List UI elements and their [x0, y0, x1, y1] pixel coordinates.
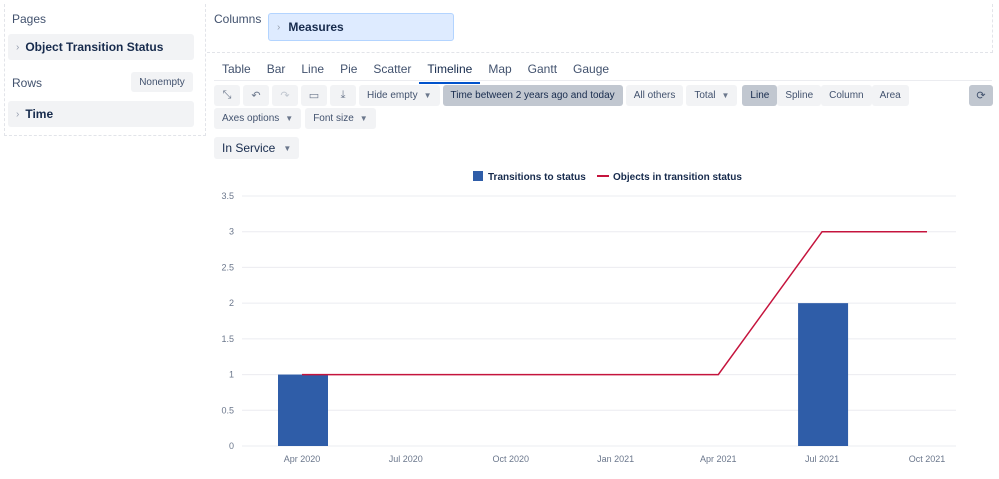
- x-tick-label: Oct 2021: [909, 454, 946, 464]
- y-tick-label: 0: [229, 441, 234, 451]
- axes-options-label: Axes options: [222, 113, 280, 124]
- timeline-chart: 0 0.5 1 1.5 2 2.5 3 3.5 Apr 2020 Jul 2020 Oct 2020…: [221, 171, 956, 464]
- y-tick-label: 3: [229, 227, 234, 237]
- x-tick-label: Oct 2020: [492, 454, 529, 464]
- x-tick-label: Apr 2020: [284, 454, 321, 464]
- y-tick-label: 2: [229, 298, 234, 308]
- comment-icon[interactable]: ▭: [301, 85, 327, 106]
- chevron-right-icon: ›: [16, 41, 20, 53]
- nonempty-button[interactable]: Nonempty: [131, 72, 193, 92]
- series-line: [302, 230, 927, 376]
- refresh-icon[interactable]: ⟳: [969, 85, 993, 106]
- legend-label: Transitions to status: [488, 172, 586, 183]
- chart-type-tabs: Table Bar Line Pie Scatter Timeline Map …: [214, 62, 617, 84]
- legend-label: Objects in transition status: [613, 172, 742, 183]
- rows-dimension-time[interactable]: › Time: [8, 101, 194, 127]
- y-tick-label: 1.5: [221, 334, 234, 344]
- tab-gauge[interactable]: Gauge: [573, 62, 610, 76]
- column-mode-button[interactable]: Column: [821, 85, 872, 106]
- chevron-right-icon: ›: [16, 108, 20, 120]
- bar: [278, 374, 328, 446]
- y-tick-label: 3.5: [221, 191, 234, 201]
- y-tick-label: 1: [229, 370, 234, 380]
- download-icon[interactable]: ⤓: [330, 85, 356, 106]
- bar: [798, 303, 849, 446]
- columns-dimension-measures[interactable]: › Measures: [268, 13, 454, 41]
- tab-timeline[interactable]: Timeline: [419, 62, 481, 84]
- tab-gantt[interactable]: Gantt: [527, 62, 558, 76]
- pages-section-title: Pages: [12, 12, 47, 26]
- time-filter-button[interactable]: Time between 2 years ago and today: [442, 85, 623, 106]
- tabs-divider: [214, 80, 992, 81]
- columns-section-title: Columns: [214, 12, 262, 26]
- chevron-right-icon: ›: [277, 21, 281, 33]
- status-filter-value: In Service: [222, 141, 276, 155]
- y-tick-label: 2.5: [221, 262, 234, 272]
- total-dropdown[interactable]: Total ▼: [686, 85, 738, 106]
- total-label: Total: [694, 90, 716, 101]
- columns-dimension-label: Measures: [288, 20, 344, 34]
- chevron-down-icon: ▼: [285, 114, 294, 123]
- chevron-down-icon: ▼: [721, 91, 730, 100]
- x-tick-label: Jan 2021: [597, 454, 634, 464]
- tab-pie[interactable]: Pie: [340, 62, 358, 76]
- chevron-down-icon: ▼: [423, 91, 432, 100]
- tab-line[interactable]: Line: [301, 62, 325, 76]
- hide-empty-label: Hide empty: [367, 90, 418, 101]
- legend-swatch-bar: [473, 171, 483, 181]
- x-tick-label: Jul 2020: [389, 454, 423, 464]
- chevron-down-icon: ▼: [283, 143, 292, 153]
- y-tick-label: 0.5: [221, 405, 234, 415]
- font-size-label: Font size: [313, 113, 354, 124]
- area-mode-button[interactable]: Area: [871, 85, 909, 106]
- pages-dimension-object-transition-status[interactable]: › Object Transition Status: [8, 34, 194, 60]
- columns-panel: Columns › Measures: [207, 4, 993, 53]
- chart-toolbar-secondary: Axes options ▼ Font size ▼: [214, 108, 376, 129]
- redo-icon[interactable]: ↷: [272, 85, 298, 106]
- undo-icon[interactable]: ↶: [243, 85, 269, 106]
- status-filter-select[interactable]: In Service ▼: [214, 137, 300, 159]
- chart-toolbar: ⤡ ↶ ↷ ▭ ⤓ Hide empty ▼ Time between 2 ye…: [214, 85, 909, 107]
- x-tick-label: Jul 2021: [805, 454, 839, 464]
- pages-dimension-label: Object Transition Status: [25, 40, 164, 54]
- tab-scatter[interactable]: Scatter: [373, 62, 412, 76]
- x-tick-label: Apr 2021: [700, 454, 737, 464]
- line-mode-button[interactable]: Line: [742, 85, 778, 106]
- axes-options-dropdown[interactable]: Axes options ▼: [214, 108, 302, 129]
- fullscreen-icon[interactable]: ⤡: [214, 85, 240, 106]
- font-size-dropdown[interactable]: Font size ▼: [305, 108, 376, 129]
- tab-bar[interactable]: Bar: [266, 62, 286, 76]
- rows-dimension-label: Time: [25, 107, 54, 121]
- rows-section-title: Rows: [12, 76, 43, 90]
- spline-mode-button[interactable]: Spline: [777, 85, 822, 106]
- chevron-down-icon: ▼: [359, 114, 368, 123]
- tab-table[interactable]: Table: [222, 62, 251, 76]
- tab-map[interactable]: Map: [488, 62, 512, 76]
- layout-left-panel: [4, 4, 206, 136]
- all-others-button[interactable]: All others: [625, 85, 684, 106]
- hide-empty-dropdown[interactable]: Hide empty ▼: [359, 85, 440, 106]
